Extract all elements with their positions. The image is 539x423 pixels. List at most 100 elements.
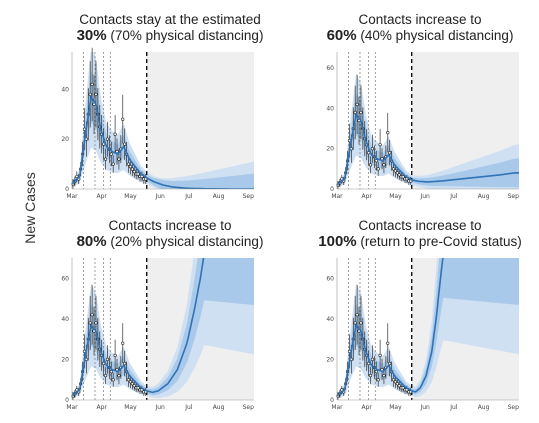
observed-point xyxy=(111,162,115,166)
observed-point xyxy=(388,151,392,155)
observed-point xyxy=(102,142,106,146)
y-tick-label: 40 xyxy=(326,316,334,323)
observed-point xyxy=(382,163,386,167)
x-tick-label: Jul xyxy=(449,193,458,200)
panel-4-title-bold: 100% xyxy=(318,233,357,250)
observed-point xyxy=(121,117,125,121)
y-axis-label: New Cases xyxy=(22,172,38,244)
observed-point xyxy=(90,82,94,86)
x-tick-label: Apr xyxy=(96,404,107,411)
x-tick-label: May xyxy=(124,404,137,411)
observed-point xyxy=(401,386,405,390)
observed-point xyxy=(113,132,117,136)
observed-point xyxy=(370,147,375,151)
observed-point xyxy=(103,374,108,378)
observed-point xyxy=(359,321,363,325)
inner-uncertainty-band xyxy=(337,93,519,188)
x-tick-label: Jun xyxy=(419,193,430,200)
observed-point xyxy=(121,341,125,345)
observed-point xyxy=(113,353,117,357)
observed-point xyxy=(136,172,140,176)
observed-point xyxy=(128,164,133,169)
x-tick-label: Aug xyxy=(213,404,225,411)
observed-point xyxy=(130,167,134,171)
observed-point xyxy=(132,384,136,388)
x-tick-label: Jul xyxy=(449,404,458,411)
x-tick-label: Sep xyxy=(508,404,520,411)
observed-point xyxy=(393,380,398,384)
x-tick-label: Apr xyxy=(361,404,372,411)
observed-point xyxy=(393,169,398,173)
observed-point xyxy=(126,378,131,382)
y-tick-label: 60 xyxy=(326,65,334,72)
observed-point xyxy=(376,167,380,171)
panel-3-title-line1: Contacts increase to xyxy=(108,218,232,233)
x-tick-label: Sep xyxy=(243,193,255,200)
observed-point xyxy=(401,175,405,179)
observed-point xyxy=(132,169,136,174)
y-tick-label: 20 xyxy=(61,356,69,363)
panel-4-title-line1: Contacts increase to xyxy=(358,218,482,233)
observed-point xyxy=(123,142,127,146)
observed-point xyxy=(368,163,373,167)
fit-line xyxy=(337,258,444,397)
panel-1-title: Contacts stay at the estimated 30% (70% … xyxy=(50,12,290,44)
observed-point xyxy=(117,374,121,378)
panel-3-chart: 0 20 40 60 Mar Apr May Jun Jul Aug Sep xyxy=(61,258,255,411)
x-tick-label: Jul xyxy=(184,193,193,200)
x-tick-label: Apr xyxy=(96,193,107,200)
panel-1-title-line1: Contacts stay at the estimated xyxy=(79,12,261,27)
fit-line xyxy=(337,112,519,186)
observed-point xyxy=(374,159,378,163)
x-tick-label: Sep xyxy=(243,404,255,411)
observed-point xyxy=(355,102,359,106)
observed-point xyxy=(130,382,134,386)
x-tick-label: May xyxy=(124,193,137,200)
observed-point xyxy=(395,382,399,386)
y-tick-label: 60 xyxy=(61,275,69,282)
observed-point xyxy=(397,384,401,388)
observed-point xyxy=(397,173,401,177)
observed-point xyxy=(374,369,378,374)
x-tick-label: Mar xyxy=(331,193,343,200)
observed-point xyxy=(105,137,110,141)
x-tick-label: May xyxy=(389,404,402,411)
y-tick-label: 0 xyxy=(330,397,334,404)
y-tick-label: 40 xyxy=(326,105,334,112)
panel-2-chart: 0 20 40 60 Mar Apr May Jun Jul Aug Sep xyxy=(326,52,519,200)
observed-point xyxy=(94,92,98,96)
panel-4-title-line2: (return to pre-Covid status) xyxy=(360,234,522,249)
observed-point xyxy=(386,341,390,345)
y-tick-label: 20 xyxy=(61,136,69,143)
panel-3-title-bold: 80% xyxy=(76,233,107,250)
observed-point xyxy=(117,157,121,161)
observed-point xyxy=(370,357,375,362)
observed-point xyxy=(378,353,382,357)
y-tick-label: 0 xyxy=(65,397,69,404)
x-tick-label: Jul xyxy=(184,404,193,411)
panel-3-title-line2: (20% physical distancing) xyxy=(110,234,264,249)
observed-point xyxy=(355,313,359,317)
x-tick-label: Aug xyxy=(213,193,225,200)
observed-point xyxy=(105,357,110,362)
observed-point xyxy=(126,162,131,166)
x-tick-label: May xyxy=(389,193,402,200)
fit-line xyxy=(72,258,205,397)
y-tick-label: 0 xyxy=(65,186,69,193)
observed-point xyxy=(388,361,392,366)
inner-uncertainty-band xyxy=(337,258,519,399)
observed-point xyxy=(128,380,133,384)
x-tick-label: Aug xyxy=(478,404,490,411)
panel-4-chart: 0 20 40 60 Mar Apr May Jun Jul Aug Sep xyxy=(326,258,520,411)
y-tick-label: 20 xyxy=(326,146,334,153)
y-tick-label: 40 xyxy=(61,86,69,93)
observed-point xyxy=(103,157,108,161)
observed-point xyxy=(90,313,94,317)
observed-point xyxy=(359,110,363,115)
observed-point xyxy=(391,378,396,382)
x-tick-label: Jun xyxy=(419,404,430,411)
inner-uncertainty-band xyxy=(72,258,254,399)
panel-2-title-bold: 60% xyxy=(326,27,357,44)
x-tick-label: Jun xyxy=(154,193,165,200)
panel-2-title-line2: (40% physical distancing) xyxy=(360,28,514,43)
